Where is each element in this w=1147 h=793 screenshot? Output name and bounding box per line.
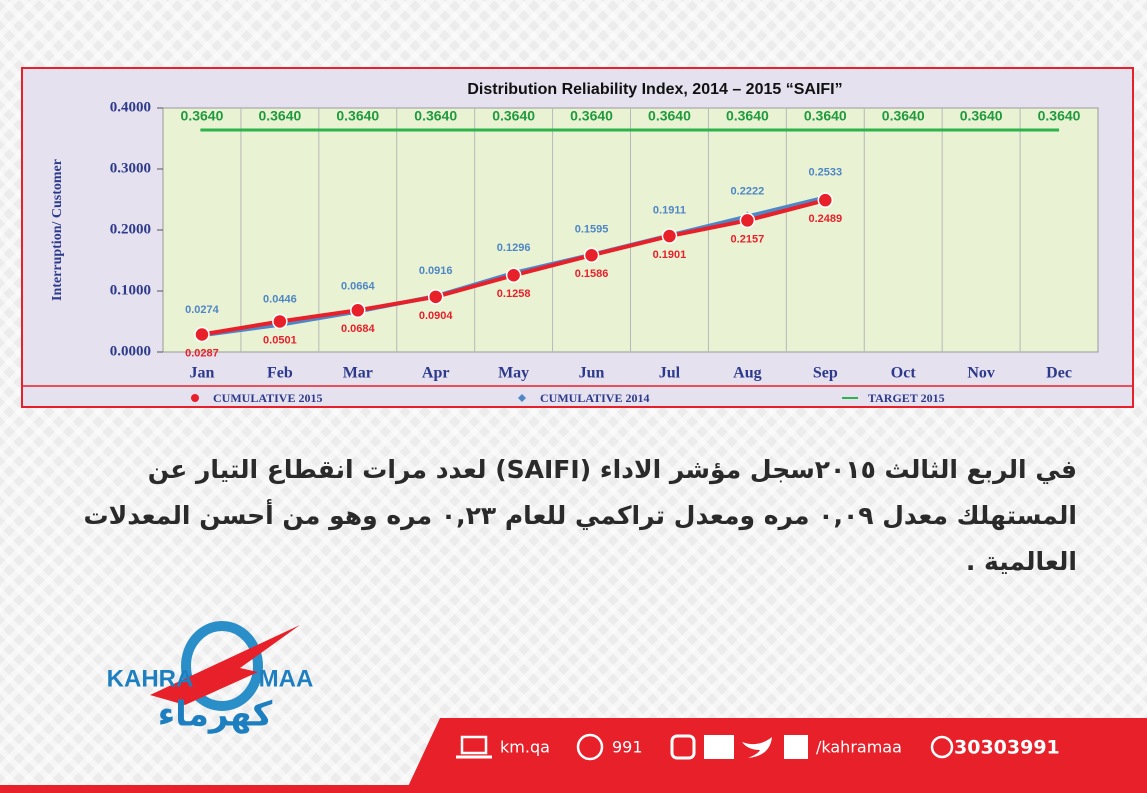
- data-label: 0.2533: [808, 166, 842, 178]
- point: [350, 302, 366, 319]
- data-label: 0.0501: [263, 334, 297, 346]
- chart-title: Distribution Reliability Index, 2014 – 2…: [467, 81, 842, 98]
- footer-website: km.qa: [500, 738, 550, 757]
- y-tick-label: 0.1000: [110, 282, 151, 298]
- footer-phone: 991: [612, 738, 643, 757]
- y-tick-label: 0.0000: [110, 343, 151, 359]
- data-label: 0.0287: [185, 347, 219, 359]
- point: [427, 289, 444, 305]
- data-label: 0.1258: [497, 288, 531, 300]
- data-label: 0.3640: [726, 108, 769, 124]
- icon-whatsapp: [930, 735, 954, 759]
- x-tick-label: Oct: [891, 365, 917, 382]
- x-tick-label: Apr: [422, 365, 450, 382]
- legend-label: CUMULATIVE 2014: [540, 391, 649, 405]
- description-line: المستهلك معدل ٠,٠٩ مره ومعدل تراكمي للعا…: [83, 501, 1077, 530]
- data-label: 0.1586: [575, 268, 609, 280]
- x-tick-label: Aug: [733, 365, 761, 382]
- x-tick-label: Mar: [343, 365, 373, 382]
- y-tick-label: 0.3000: [110, 160, 151, 176]
- point: [194, 326, 210, 343]
- data-label: 0.3640: [570, 108, 613, 124]
- icon-twitter: [742, 737, 772, 758]
- x-tick-label: Feb: [267, 365, 293, 382]
- icon-facebook: [784, 735, 808, 759]
- data-label: 0.3640: [181, 108, 224, 124]
- point: [739, 212, 756, 229]
- data-label: 0.1911: [653, 204, 686, 216]
- point: [661, 228, 678, 244]
- footer-band: [405, 718, 1147, 793]
- y-tick-label: 0.2000: [110, 221, 151, 237]
- data-label: 0.0916: [419, 265, 453, 277]
- data-label: 0.1901: [653, 249, 687, 261]
- y-axis-label: Interruption/ Customer: [50, 159, 65, 301]
- data-label: 0.3640: [1038, 108, 1081, 124]
- footer-social: /kahramaa: [816, 738, 902, 757]
- data-label: 0.2489: [808, 213, 842, 225]
- data-label: 0.3640: [336, 108, 379, 124]
- logo-bolt: [150, 625, 300, 705]
- logo-text: KAHRA: [107, 665, 194, 692]
- x-tick-label: Dec: [1046, 365, 1072, 382]
- legend-marker: [191, 394, 199, 402]
- icon-laptop: [460, 735, 488, 755]
- description-line: العالمية .: [965, 547, 1077, 576]
- data-label: 0.3640: [648, 108, 691, 124]
- legend-label: TARGET 2015: [868, 391, 945, 405]
- data-label: 0.3640: [258, 108, 301, 124]
- icon-instagram: [670, 734, 696, 760]
- x-tick-label: Jul: [659, 365, 681, 382]
- data-label: 0.0684: [341, 323, 376, 335]
- logo-arabic: كهرماء: [158, 695, 273, 735]
- data-label: 0.0664: [341, 280, 376, 292]
- point: [505, 267, 522, 284]
- data-label: 0.3640: [960, 108, 1003, 124]
- data-label: 0.3640: [492, 108, 535, 124]
- x-tick-label: Nov: [967, 365, 995, 382]
- data-label: 0.1595: [575, 224, 609, 236]
- description-line: في الربع الثالث ٢٠١٥سجل مؤشر الاداء (SAI…: [147, 455, 1077, 484]
- data-label: 0.3640: [882, 108, 925, 124]
- x-tick-label: Jun: [579, 365, 605, 382]
- y-tick-label: 0.4000: [110, 99, 151, 115]
- data-label: 0.3640: [804, 108, 847, 124]
- footer-whatsapp: 30303991: [954, 737, 1060, 759]
- data-label: 0.3640: [414, 108, 457, 124]
- data-label: 0.2157: [731, 233, 765, 245]
- data-label: 0.2222: [731, 185, 765, 197]
- data-label: 0.0904: [419, 310, 454, 322]
- point: [583, 247, 600, 264]
- data-label: 0.0274: [185, 304, 220, 316]
- legend-label: CUMULATIVE 2015: [213, 391, 322, 405]
- description: في الربع الثالث ٢٠١٥سجل مؤشر الاداء (SAI…: [37, 447, 1077, 585]
- x-tick-label: May: [498, 365, 529, 382]
- icon-gplus: [704, 735, 734, 759]
- footer-strip: [0, 785, 1147, 793]
- point: [272, 313, 288, 330]
- chart: Distribution Reliability Index, 2014 – 2…: [21, 67, 1134, 408]
- logo-ring: [181, 621, 263, 711]
- data-label: 0.0446: [263, 294, 297, 306]
- legend-marker: [518, 394, 526, 402]
- x-tick-label: Jan: [190, 365, 215, 382]
- x-tick-label: Sep: [813, 365, 838, 382]
- icon-phone: [576, 733, 604, 761]
- data-label: 0.1296: [497, 242, 531, 254]
- point: [817, 192, 834, 208]
- logo-text: MAA: [259, 665, 314, 692]
